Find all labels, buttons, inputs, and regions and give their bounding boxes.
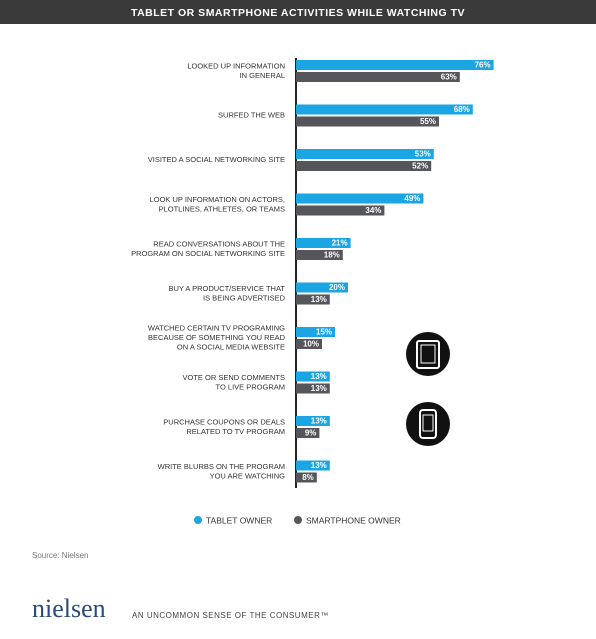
- bar: [296, 472, 317, 483]
- bar: [296, 161, 432, 171]
- category-label: LOOKED UP INFORMATION IN GENERAL: [187, 61, 285, 80]
- tagline: AN UNCOMMON SENSE OF THE CONSUMER™: [132, 611, 329, 620]
- bar: [296, 428, 320, 438]
- value-label: 55%: [420, 117, 436, 126]
- value-label: 10%: [303, 340, 319, 349]
- value-label: 76%: [475, 61, 491, 70]
- title-band: [0, 0, 596, 24]
- bar: [296, 339, 322, 349]
- value-label: 52%: [412, 162, 428, 171]
- value-label: 53%: [415, 150, 431, 159]
- value-label: 8%: [302, 473, 314, 482]
- category-label: WATCHED CERTAIN TV PROGRAMING BECAUSE OF …: [148, 323, 286, 351]
- value-label: 63%: [441, 73, 457, 82]
- bar: [296, 371, 330, 382]
- category-label: WRITE BLURBS ON THE PROGRAM YOU ARE WATCH…: [158, 462, 286, 481]
- bar: [296, 294, 330, 305]
- bar: [296, 116, 439, 127]
- value-label: 34%: [365, 206, 381, 215]
- legend-label: SMARTPHONE OWNER: [306, 515, 401, 525]
- bar: [296, 238, 351, 248]
- category-label: LOOK UP INFORMATION ON ACTORS, PLOTLINES,…: [150, 195, 285, 214]
- bar: [296, 72, 460, 82]
- value-label: 68%: [454, 105, 470, 114]
- value-label: 20%: [329, 283, 345, 292]
- chart-title: TABLET OR SMARTPHONE ACTIVITIES WHILE WA…: [131, 7, 465, 19]
- axis-line: [295, 58, 297, 488]
- bar: [296, 383, 330, 394]
- brand: nielsen: [32, 594, 106, 623]
- value-label: 13%: [311, 372, 327, 381]
- bar: [296, 282, 348, 293]
- bar: [296, 193, 424, 204]
- value-label: 49%: [404, 194, 420, 203]
- value-label: 18%: [324, 251, 340, 260]
- category-label: SURFED THE WEB: [218, 110, 285, 119]
- bar: [296, 327, 335, 337]
- phone-icon: [406, 402, 450, 446]
- legend-swatch: [294, 516, 302, 524]
- value-label: 21%: [332, 239, 348, 248]
- value-label: 15%: [316, 328, 332, 337]
- bar: [296, 149, 434, 159]
- value-label: 13%: [311, 295, 327, 304]
- category-label: READ CONVERSATIONS ABOUT THE PROGRAM ON S…: [131, 239, 285, 258]
- value-label: 9%: [305, 429, 317, 438]
- bar: [296, 460, 330, 471]
- legend-label: TABLET OWNER: [206, 515, 272, 525]
- bar: [296, 250, 343, 260]
- value-label: 13%: [311, 384, 327, 393]
- category-label: PURCHASE COUPONS OR DEALS RELATED TO TV P…: [163, 417, 285, 436]
- tablet-icon: [406, 332, 450, 376]
- source: Source: Nielsen: [32, 551, 88, 560]
- bar: [296, 60, 494, 70]
- bar: [296, 205, 385, 216]
- value-label: 13%: [311, 417, 327, 426]
- category-label: BUY A PRODUCT/SERVICE THAT IS BEING ADVER…: [168, 284, 285, 303]
- category-label: VISITED A SOCIAL NETWORKING SITE: [148, 155, 285, 164]
- bar: [296, 416, 330, 426]
- bar: [296, 104, 473, 115]
- legend-swatch: [194, 516, 202, 524]
- value-label: 13%: [311, 461, 327, 470]
- category-label: VOTE OR SEND COMMENTS TO LIVE PROGRAM: [182, 373, 285, 392]
